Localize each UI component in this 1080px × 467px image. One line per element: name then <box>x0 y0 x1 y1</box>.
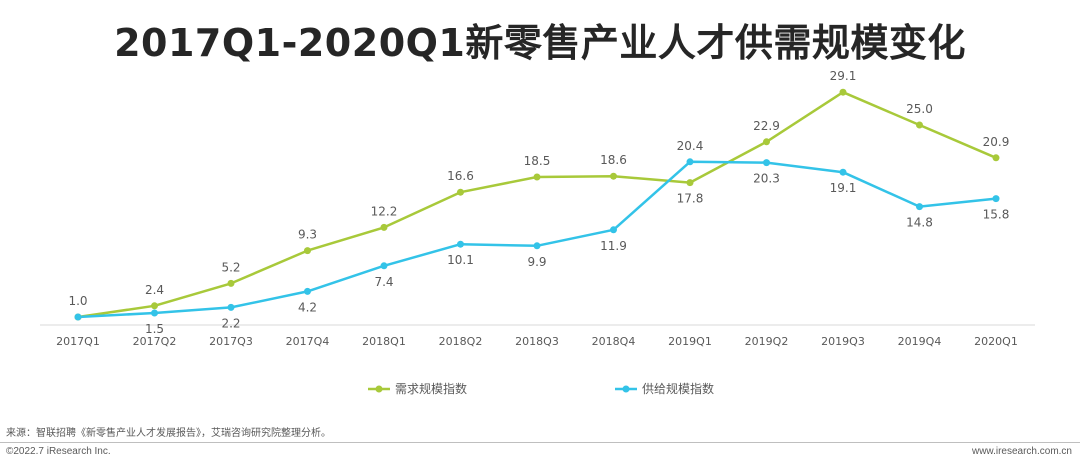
demand-legend-label: 需求规模指数 <box>395 381 467 396</box>
demand-data-point <box>533 173 541 181</box>
supply-data-point <box>227 303 235 311</box>
supply-data-label: 4.2 <box>298 300 317 314</box>
x-tick-label: 2019Q2 <box>745 335 789 348</box>
demand-data-point <box>610 172 617 180</box>
x-tick-label: 2018Q4 <box>592 335 636 348</box>
demand-data-point <box>227 279 235 287</box>
supply-data-point <box>686 158 694 166</box>
x-tick-label: 2017Q1 <box>56 335 100 348</box>
demand-series-line <box>77 90 997 319</box>
supply-data-point <box>151 309 158 317</box>
supply-legend-marker <box>622 385 630 393</box>
x-tick-label: 2018Q3 <box>515 335 559 348</box>
series-lines <box>77 90 997 319</box>
source-note: 来源：智联招聘《新零售产业人才发展报告》，艾瑞咨询研究院整理分析。 <box>6 428 331 439</box>
demand-data-point <box>916 121 923 129</box>
demand-data-point <box>457 188 464 196</box>
supply-data-label: 7.4 <box>374 275 393 289</box>
demand-data-point <box>380 223 388 231</box>
demand-data-point <box>992 154 1000 162</box>
demand-data-label: 9.3 <box>298 228 317 242</box>
demand-data-label: 16.6 <box>447 169 474 183</box>
x-tick-label: 2018Q1 <box>362 335 406 348</box>
demand-data-label: 5.2 <box>221 260 240 274</box>
demand-data-point <box>151 302 158 310</box>
supply-data-label: 11.9 <box>600 239 627 253</box>
x-tick-label: 2019Q3 <box>821 335 865 348</box>
supply-data-label: 9.9 <box>527 255 546 269</box>
supply-data-label: 2.2 <box>221 316 240 330</box>
demand-legend-marker <box>375 385 383 393</box>
x-tick-label: 2020Q1 <box>974 335 1018 348</box>
line-chart: 2017Q1 2017Q2 2017Q3 2017Q4 2018Q1 2018Q2 2018… <box>40 69 1035 396</box>
demand-data-label: 18.5 <box>524 154 551 168</box>
supply-legend-label: 供给规模指数 <box>642 381 714 396</box>
website: www.iresearch.com.cn <box>971 446 1072 457</box>
demand-data-label: 29.1 <box>830 69 857 83</box>
supply-data-point <box>74 313 82 321</box>
demand-data-label: 18.6 <box>600 153 627 167</box>
x-tick-label: 2018Q2 <box>439 335 483 348</box>
demand-data-label: 25.0 <box>906 102 933 116</box>
copyright: ©2022.7 iResearch Inc. <box>6 446 111 457</box>
supply-data-label: 10.1 <box>447 253 474 267</box>
supply-series-line <box>77 160 997 319</box>
footer-divider <box>0 442 1080 443</box>
supply-data-point <box>304 287 311 295</box>
demand-data-point <box>839 88 847 96</box>
supply-data-point <box>763 159 770 167</box>
demand-data-label: 20.9 <box>983 135 1010 149</box>
demand-data-label: 17.8 <box>677 192 704 206</box>
demand-data-label: 1.0 <box>68 294 87 308</box>
supply-data-point <box>380 262 388 270</box>
data-labels: 1.0 2.4 5.2 9.3 12.2 16.6 18.5 18.6 17.8 22.9 29.1… <box>68 69 1009 336</box>
demand-data-point <box>304 247 311 255</box>
x-tick-labels: 2017Q1 2017Q2 2017Q3 2017Q4 2018Q1 2018Q2 2018… <box>56 335 1018 348</box>
demand-data-label: 2.4 <box>145 283 164 297</box>
x-tick-label: 2019Q1 <box>668 335 712 348</box>
supply-data-point <box>992 195 1000 203</box>
supply-data-label: 20.3 <box>753 172 780 186</box>
supply-data-point <box>457 240 464 248</box>
demand-data-label: 22.9 <box>753 119 780 133</box>
supply-data-label: 14.8 <box>906 216 933 230</box>
supply-data-point <box>533 242 541 250</box>
supply-data-point <box>839 168 847 176</box>
demand-data-label: 12.2 <box>371 204 398 218</box>
supply-data-label: 1.5 <box>145 322 164 336</box>
supply-data-point <box>610 226 617 234</box>
legend: 需求规模指数 供给规模指数 <box>368 381 714 396</box>
chart-title: 2017Q1-2020Q1新零售产业人才供需规模变化 <box>114 21 966 65</box>
supply-data-label: 19.1 <box>830 181 857 195</box>
series-points <box>74 88 1000 321</box>
demand-data-point <box>686 179 694 187</box>
supply-data-label: 15.8 <box>983 208 1010 222</box>
x-tick-label: 2017Q3 <box>209 335 253 348</box>
supply-data-point <box>916 203 923 211</box>
supply-data-label: 20.4 <box>677 139 704 153</box>
x-tick-label: 2017Q2 <box>133 335 177 348</box>
x-tick-label: 2017Q4 <box>286 335 330 348</box>
x-tick-label: 2019Q4 <box>898 335 942 348</box>
demand-data-point <box>763 138 770 146</box>
